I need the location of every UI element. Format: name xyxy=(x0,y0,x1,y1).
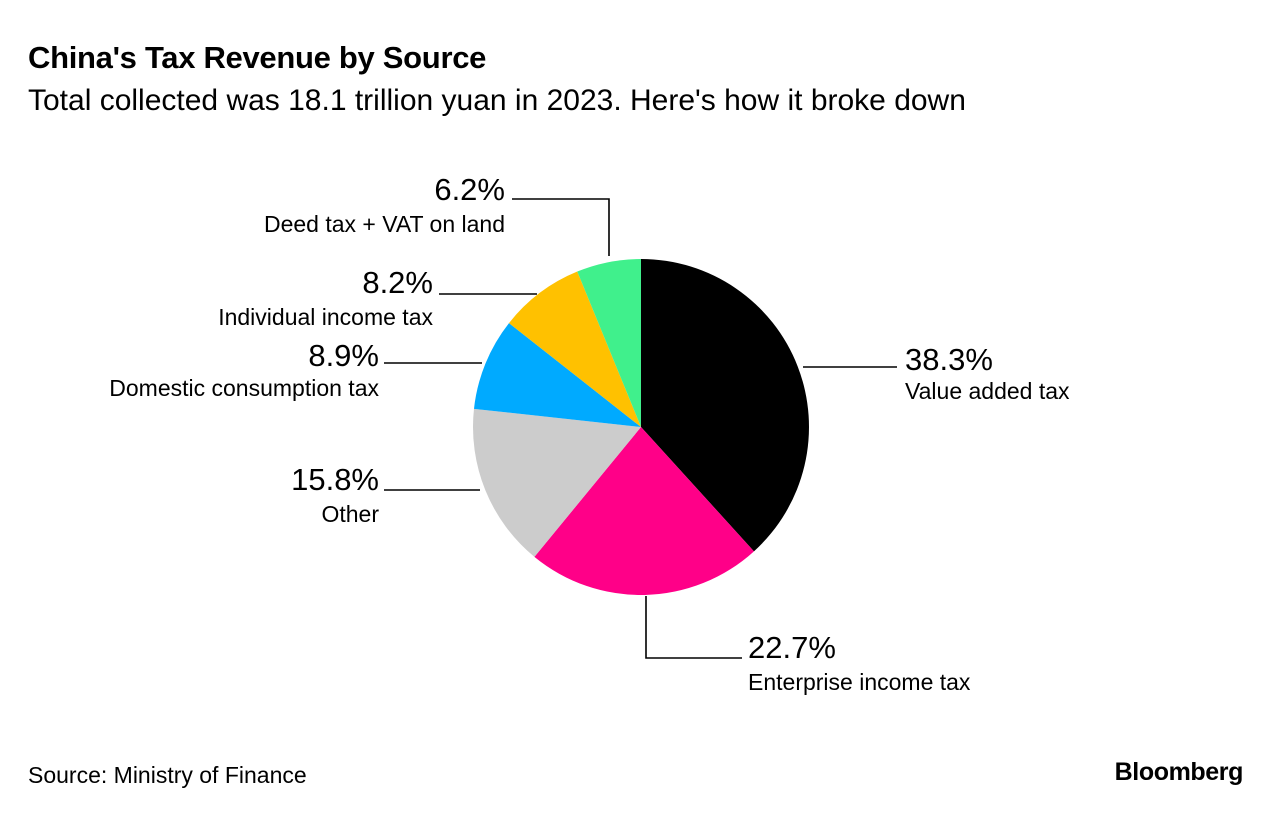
slice-category-label: Individual income tax xyxy=(218,304,433,330)
slice-category-label: Enterprise income tax xyxy=(748,669,971,695)
slice-category-label: Domestic consumption tax xyxy=(109,375,379,401)
slice-value-label: 15.8% xyxy=(291,462,379,497)
pie-slice-deed-tax-vat-on-land xyxy=(577,259,641,427)
pie-slice-other xyxy=(472,408,641,557)
slice-value-label: 8.2% xyxy=(362,265,433,300)
slice-category-label: Other xyxy=(321,501,379,527)
slice-value-label: 6.2% xyxy=(434,172,505,207)
pie-slice-value-added-tax xyxy=(641,259,809,552)
slice-value-label: 22.7% xyxy=(748,630,836,665)
chart-subtitle: Total collected was 18.1 trillion yuan i… xyxy=(28,84,966,117)
slice-value-label: 8.9% xyxy=(308,338,379,373)
slice-category-label: Value added tax xyxy=(905,378,1070,404)
leader-line-enterprise-income-tax xyxy=(645,596,742,659)
pie-slice-individual-income-tax xyxy=(509,271,641,427)
slice-value-label: 38.3% xyxy=(905,342,993,377)
pie-slice-enterprise-income-tax xyxy=(534,427,754,595)
chart-title: China's Tax Revenue by Source xyxy=(28,40,487,75)
slice-category-label: Deed tax + VAT on land xyxy=(264,211,505,237)
slice-labels: 38.3%Value added tax 22.7% Enterprise inco… xyxy=(109,172,1070,695)
pie-slice-domestic-consumption-tax xyxy=(473,323,641,427)
bloomberg-logo: Bloomberg xyxy=(1114,758,1244,786)
leader-line-deed-tax-vat-on-land xyxy=(512,198,610,256)
leader-lines xyxy=(384,198,897,659)
source-note: Source: Ministry of Finance xyxy=(28,762,307,788)
pie-slices xyxy=(472,259,809,595)
